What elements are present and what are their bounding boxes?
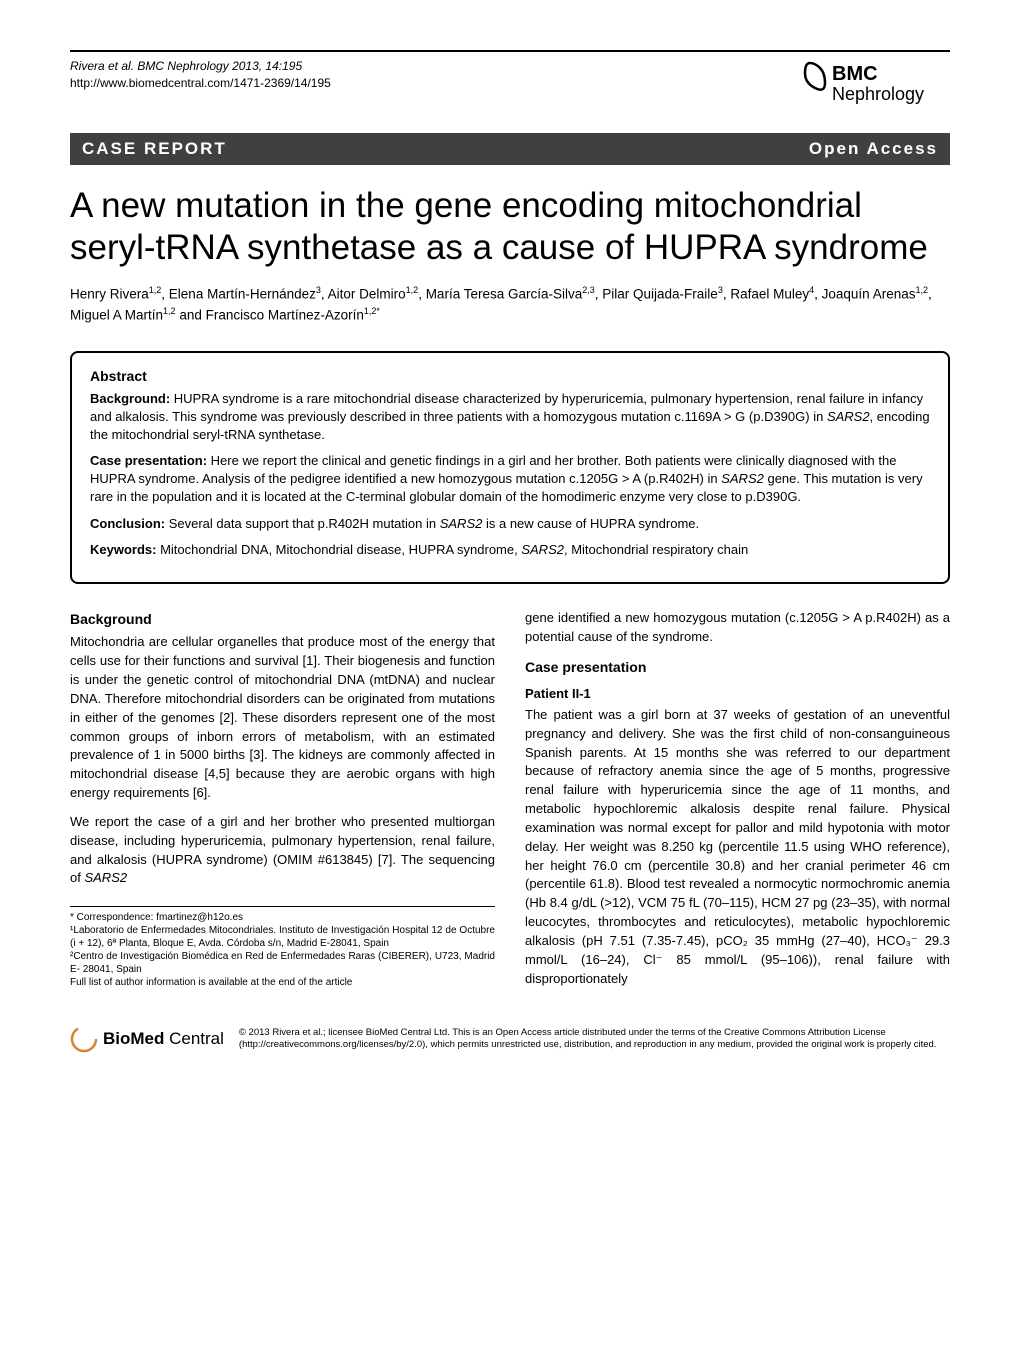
page-header: Rivera et al. BMC Nephrology 2013, 14:19… — [70, 58, 950, 113]
correspondence: * Correspondence: fmartinez@h12o.es — [70, 911, 495, 924]
abstract-conclusion-label: Conclusion: — [90, 516, 165, 531]
case-para-1: The patient was a girl born at 37 weeks … — [525, 706, 950, 989]
article-type-label: CASE REPORT — [82, 139, 227, 159]
abstract-background: Background: HUPRA syndrome is a rare mit… — [90, 390, 930, 445]
article-title: A new mutation in the gene encoding mito… — [70, 185, 950, 269]
article-type-bar: CASE REPORT Open Access — [70, 133, 950, 165]
abstract-case-label: Case presentation: — [90, 453, 207, 468]
case-presentation-heading: Case presentation — [525, 657, 950, 677]
body-columns: Background Mitochondria are cellular org… — [70, 609, 950, 998]
citation-text: Rivera et al. BMC Nephrology 2013, 14:19… — [70, 58, 331, 75]
journal-logo: BMC Nephrology — [800, 58, 950, 113]
abstract-case: Case presentation: Here we report the cl… — [90, 452, 930, 507]
background-para-1: Mitochondria are cellular organelles tha… — [70, 633, 495, 803]
left-column: Background Mitochondria are cellular org… — [70, 609, 495, 998]
abstract-keywords-text: Mitochondrial DNA, Mitochondrial disease… — [156, 542, 748, 557]
col2-continuation: gene identified a new homozygous mutatio… — [525, 609, 950, 647]
page-footer: BioMed Central © 2013 Rivera et al.; lic… — [70, 1023, 950, 1055]
bmc-logo-icon: BMC Nephrology — [800, 58, 950, 108]
abstract-keywords: Keywords: Mitochondrial DNA, Mitochondri… — [90, 541, 930, 559]
abstract-heading: Abstract — [90, 368, 930, 384]
affiliation-2: ²Centro de Investigación Biomédica en Re… — [70, 950, 495, 976]
abstract-box: Abstract Background: HUPRA syndrome is a… — [70, 351, 950, 585]
full-author-info: Full list of author information is avail… — [70, 976, 495, 989]
abstract-case-text: Here we report the clinical and genetic … — [90, 453, 923, 504]
svg-text:Nephrology: Nephrology — [832, 84, 924, 104]
abstract-conclusion-text: Several data support that p.R402H mutati… — [165, 516, 699, 531]
abstract-background-label: Background: — [90, 391, 170, 406]
biomed-icon — [70, 1023, 98, 1055]
abstract-background-text: HUPRA syndrome is a rare mitochondrial d… — [90, 391, 930, 442]
citation-url: http://www.biomedcentral.com/1471-2369/1… — [70, 75, 331, 92]
copyright-text: © 2013 Rivera et al.; licensee BioMed Ce… — [239, 1027, 950, 1052]
abstract-conclusion: Conclusion: Several data support that p.… — [90, 515, 930, 533]
open-access-label: Open Access — [809, 139, 938, 159]
right-column: gene identified a new homozygous mutatio… — [525, 609, 950, 998]
biomed-central-logo: BioMed Central — [70, 1023, 224, 1055]
footnotes: * Correspondence: fmartinez@h12o.es ¹Lab… — [70, 906, 495, 989]
background-para-2: We report the case of a girl and her bro… — [70, 813, 495, 888]
background-heading: Background — [70, 609, 495, 629]
biomed-text: BioMed Central — [103, 1029, 224, 1049]
svg-text:BMC: BMC — [832, 63, 878, 85]
patient-heading: Patient II-1 — [525, 685, 950, 704]
citation-block: Rivera et al. BMC Nephrology 2013, 14:19… — [70, 58, 331, 92]
abstract-keywords-label: Keywords: — [90, 542, 156, 557]
author-list: Henry Rivera1,2, Elena Martín-Hernández3… — [70, 284, 950, 326]
affiliation-1: ¹Laboratorio de Enfermedades Mitocondria… — [70, 924, 495, 950]
